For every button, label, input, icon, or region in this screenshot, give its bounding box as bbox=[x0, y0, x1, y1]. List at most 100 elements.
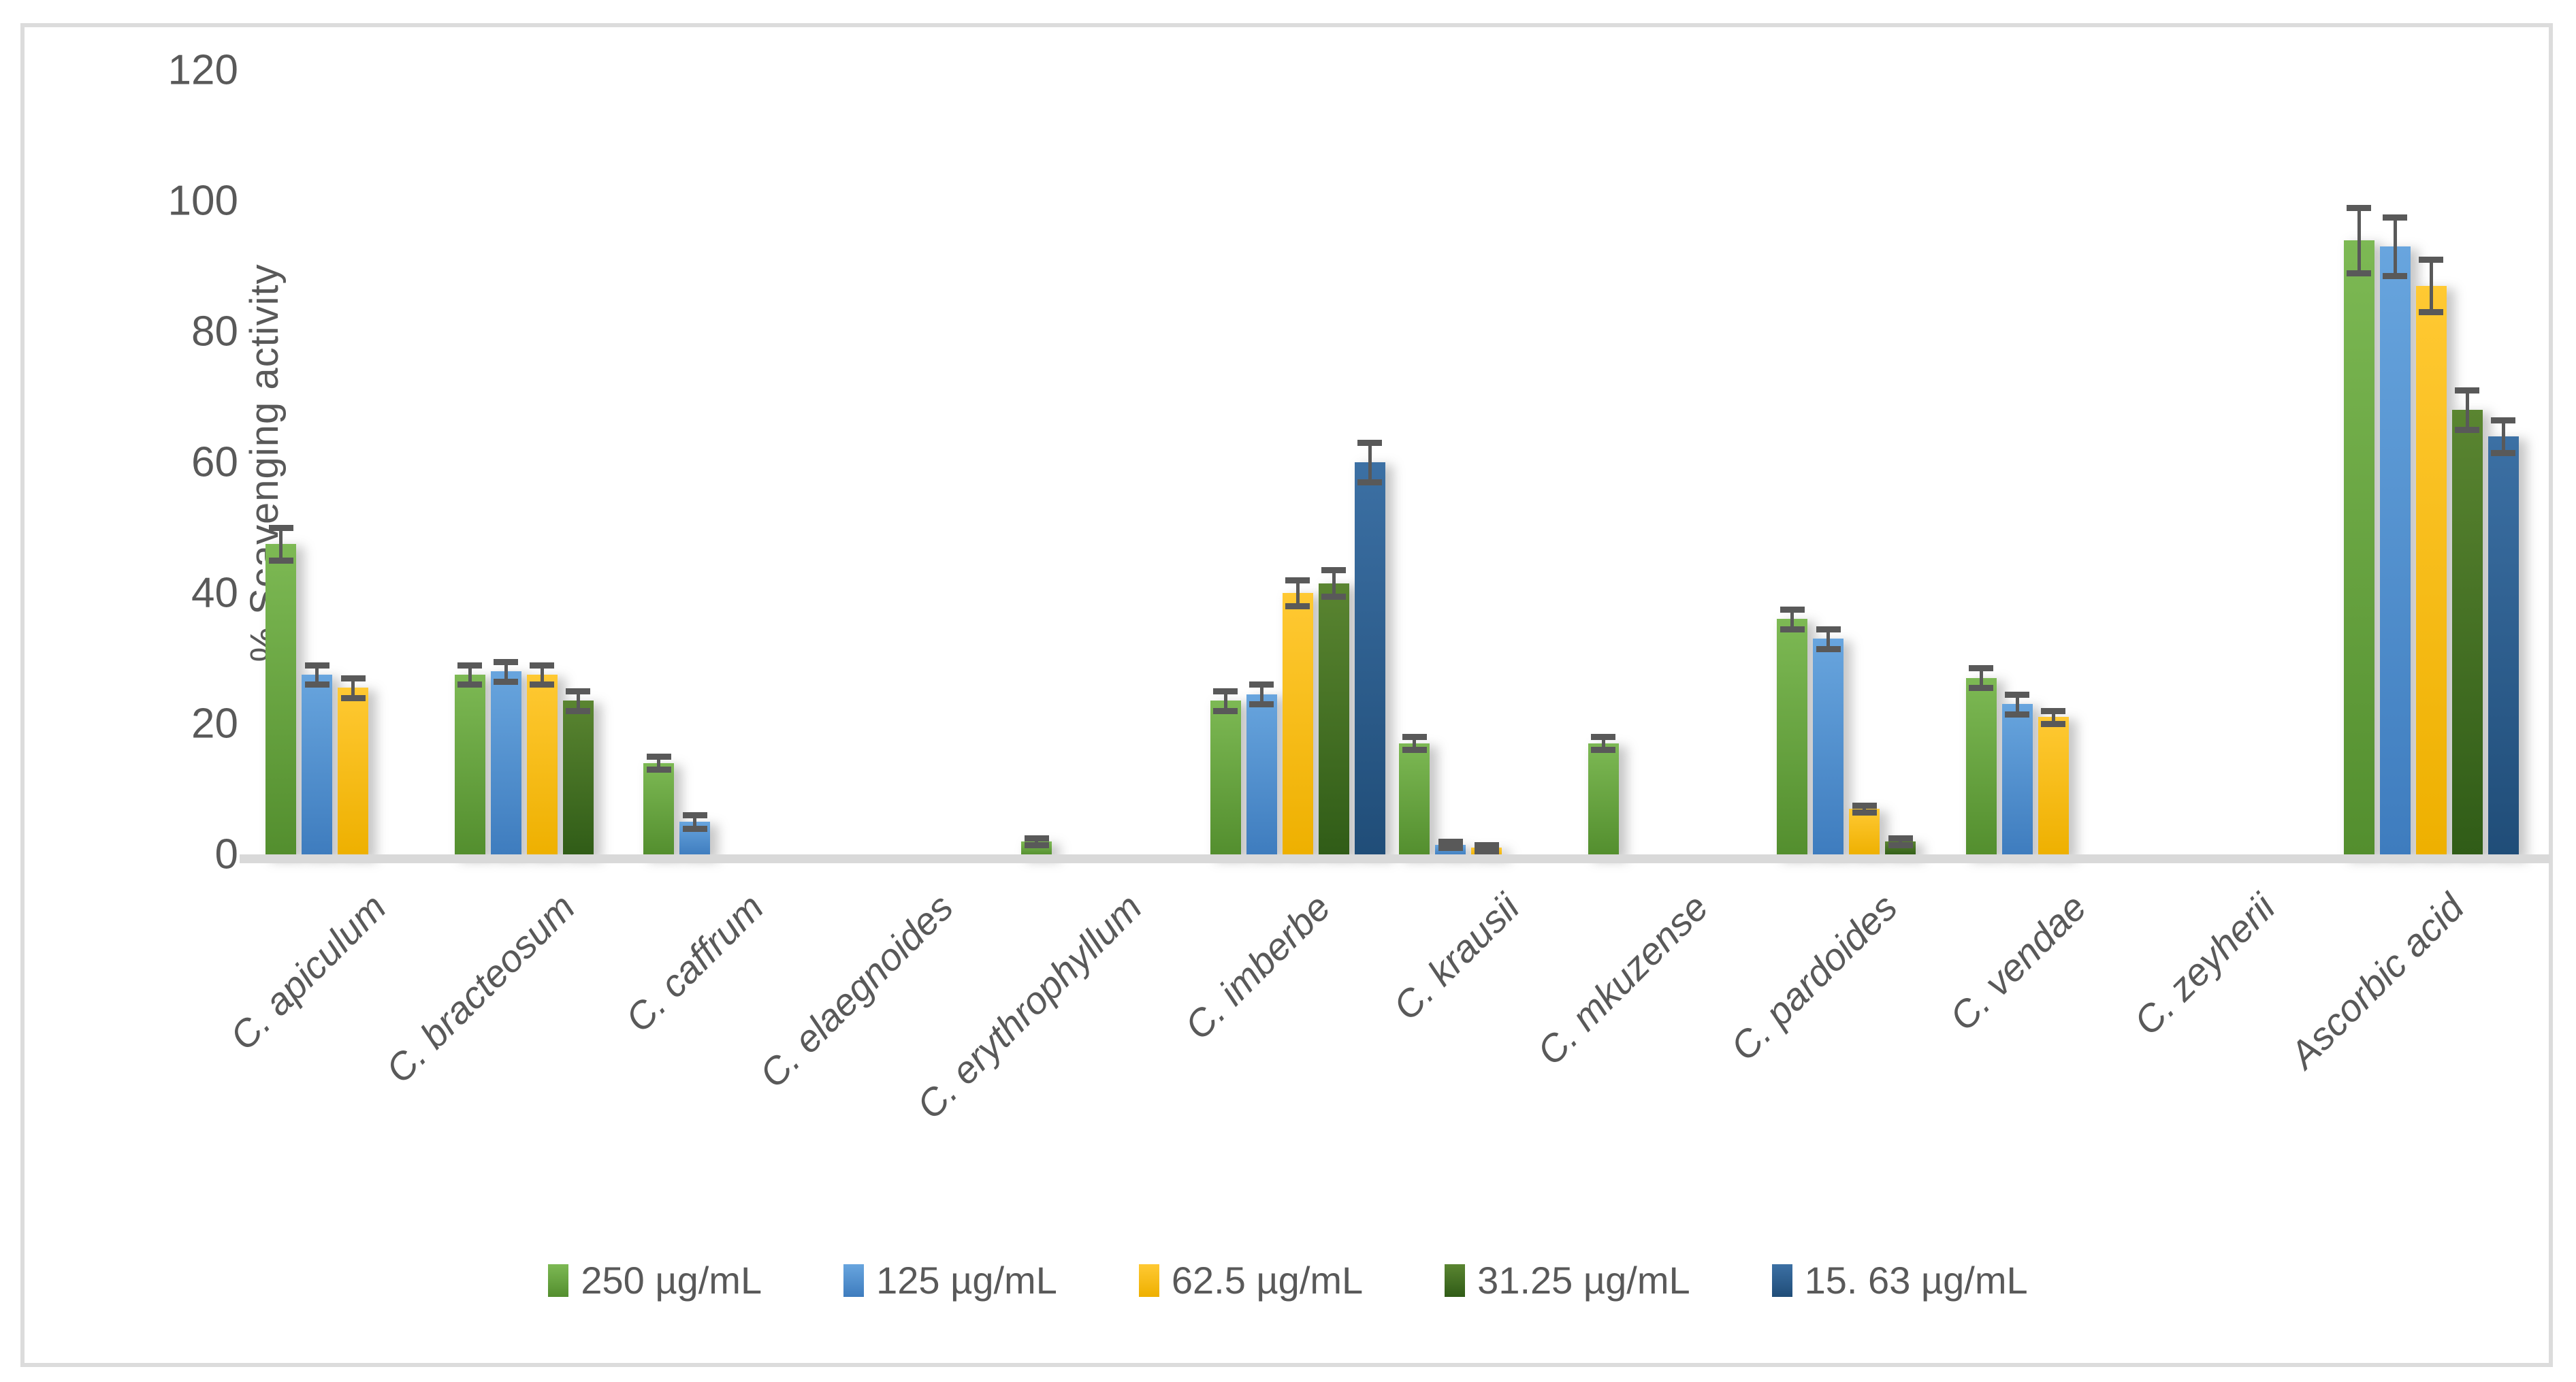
error-cap-low-c-bracteosum-125-g-ml bbox=[494, 678, 519, 685]
error-bar-c-apiculum-62-5-g-ml bbox=[351, 677, 355, 698]
legend-swatch-250-g-ml bbox=[548, 1264, 569, 1297]
y-tick-0: 0 bbox=[214, 831, 238, 878]
bar-c-imberbe-62-5-g-ml bbox=[1282, 593, 1313, 856]
error-bar-c-imberbe-125-g-ml bbox=[1259, 684, 1263, 705]
bar-ascorbic-acid-62-5-g-ml bbox=[2415, 285, 2447, 856]
bar-c-apiculum-250-g-ml bbox=[265, 544, 297, 856]
error-cap-low-c-vendae-62-5-g-ml bbox=[2041, 721, 2066, 727]
error-cap-high-c-apiculum-250-g-ml bbox=[268, 525, 293, 531]
error-cap-high-c-bracteosum-62-5-g-ml bbox=[530, 662, 555, 669]
error-cap-low-ascorbic-acid-31-25-g-ml bbox=[2455, 427, 2480, 433]
bar-c-apiculum-125-g-ml bbox=[302, 675, 333, 856]
error-bar-c-apiculum-250-g-ml bbox=[279, 528, 283, 560]
error-bar-c-vendae-62-5-g-ml bbox=[2051, 710, 2055, 724]
error-cap-low-c-imberbe-31-25-g-ml bbox=[1321, 593, 1347, 600]
error-cap-low-c-pardoides-250-g-ml bbox=[1780, 626, 1805, 632]
bar-c-pardoides-62-5-g-ml bbox=[1849, 808, 1880, 856]
bar-ascorbic-acid-250-g-ml bbox=[2343, 240, 2374, 856]
y-tick-60: 60 bbox=[191, 438, 238, 486]
legend-label-62-5-g-ml: 62.5 µg/mL bbox=[1171, 1259, 1364, 1302]
error-cap-high-c-bracteosum-125-g-ml bbox=[494, 658, 519, 665]
error-cap-low-c-vendae-125-g-ml bbox=[2005, 711, 2030, 718]
error-cap-high-ascorbic-acid-31-25-g-ml bbox=[2455, 387, 2480, 394]
error-bar-c-imberbe-250-g-ml bbox=[1223, 691, 1227, 711]
error-cap-low-c-imberbe-125-g-ml bbox=[1249, 701, 1274, 708]
error-bar-ascorbic-acid-250-g-ml bbox=[2357, 207, 2361, 273]
error-cap-low-c-caffrum-125-g-ml bbox=[682, 825, 707, 832]
error-cap-high-c-pardoides-250-g-ml bbox=[1780, 607, 1805, 613]
error-cap-high-ascorbic-acid-250-g-ml bbox=[2347, 204, 2372, 211]
legend-item-62-5-g-ml: 62.5 µg/mL bbox=[1138, 1258, 1364, 1302]
error-cap-high-c-erythrophyllum-250-g-ml bbox=[1024, 835, 1049, 841]
bar-c-bracteosum-125-g-ml bbox=[490, 671, 521, 856]
error-cap-low-ascorbic-acid-15-63-g-ml bbox=[2491, 449, 2516, 456]
legend-label-125-g-ml: 125 µg/mL bbox=[876, 1259, 1057, 1302]
y-tick-80: 80 bbox=[191, 308, 238, 355]
legend-swatch-15-63-g-ml bbox=[1771, 1264, 1792, 1297]
error-cap-low-c-apiculum-250-g-ml bbox=[268, 558, 293, 564]
error-cap-high-ascorbic-acid-62-5-g-ml bbox=[2419, 257, 2444, 263]
bar-c-imberbe-125-g-ml bbox=[1246, 694, 1277, 856]
error-cap-high-c-bracteosum-31-25-g-ml bbox=[566, 688, 591, 694]
error-cap-high-c-bracteosum-250-g-ml bbox=[457, 662, 483, 669]
error-bar-c-krausii-250-g-ml bbox=[1413, 737, 1417, 750]
legend-label-250-g-ml: 250 µg/mL bbox=[581, 1259, 762, 1302]
error-cap-high-c-imberbe-125-g-ml bbox=[1249, 681, 1274, 688]
error-cap-high-c-caffrum-125-g-ml bbox=[682, 812, 707, 819]
legend-swatch-62-5-g-ml bbox=[1138, 1264, 1159, 1297]
error-cap-high-c-pardoides-62-5-g-ml bbox=[1852, 803, 1877, 809]
legend-swatch-125-g-ml bbox=[843, 1264, 865, 1297]
error-bar-c-bracteosum-250-g-ml bbox=[468, 664, 472, 685]
error-cap-low-c-imberbe-62-5-g-ml bbox=[1285, 603, 1310, 610]
error-cap-high-c-pardoides-125-g-ml bbox=[1816, 626, 1841, 632]
error-bar-c-bracteosum-31-25-g-ml bbox=[576, 691, 580, 711]
legend-item-15-63-g-ml: 15. 63 µg/mL bbox=[1771, 1258, 2028, 1302]
error-cap-low-c-imberbe-15-63-g-ml bbox=[1357, 479, 1383, 485]
error-cap-low-c-krausii-125-g-ml bbox=[1438, 845, 1463, 852]
error-cap-low-c-pardoides-31-25-g-ml bbox=[1888, 841, 1913, 848]
y-tick-20: 20 bbox=[191, 700, 238, 748]
error-cap-low-c-krausii-62-5-g-ml bbox=[1474, 848, 1499, 855]
error-bar-ascorbic-acid-125-g-ml bbox=[2393, 217, 2397, 276]
error-bar-c-caffrum-125-g-ml bbox=[693, 815, 697, 829]
error-bar-ascorbic-acid-15-63-g-ml bbox=[2501, 419, 2505, 453]
error-cap-high-c-imberbe-250-g-ml bbox=[1213, 688, 1238, 694]
bar-c-apiculum-62-5-g-ml bbox=[338, 688, 369, 856]
bar-c-bracteosum-250-g-ml bbox=[454, 675, 485, 856]
bar-c-mkuzense-250-g-ml bbox=[1588, 743, 1619, 856]
x-axis-line bbox=[240, 854, 2550, 863]
error-cap-high-c-pardoides-31-25-g-ml bbox=[1888, 835, 1913, 841]
error-bar-c-apiculum-125-g-ml bbox=[315, 664, 319, 685]
error-bar-ascorbic-acid-62-5-g-ml bbox=[2429, 259, 2433, 312]
error-cap-low-ascorbic-acid-250-g-ml bbox=[2347, 270, 2372, 276]
legend-swatch-31-25-g-ml bbox=[1445, 1264, 1466, 1297]
error-bar-c-vendae-250-g-ml bbox=[1979, 668, 1983, 688]
error-cap-high-c-apiculum-125-g-ml bbox=[304, 662, 329, 669]
error-bar-c-vendae-125-g-ml bbox=[2015, 694, 2019, 714]
legend-item-125-g-ml: 125 µg/mL bbox=[843, 1258, 1057, 1302]
legend-item-250-g-ml: 250 µg/mL bbox=[548, 1258, 762, 1302]
error-cap-high-c-vendae-62-5-g-ml bbox=[2041, 707, 2066, 714]
error-cap-high-c-krausii-62-5-g-ml bbox=[1474, 841, 1499, 848]
error-cap-low-c-caffrum-250-g-ml bbox=[646, 767, 671, 773]
bar-c-bracteosum-31-25-g-ml bbox=[562, 701, 594, 856]
error-cap-high-c-krausii-125-g-ml bbox=[1438, 838, 1463, 845]
bar-ascorbic-acid-15-63-g-ml bbox=[2488, 436, 2519, 856]
error-bar-ascorbic-acid-31-25-g-ml bbox=[2465, 390, 2469, 430]
error-cap-low-c-bracteosum-62-5-g-ml bbox=[530, 681, 555, 688]
error-cap-low-c-apiculum-62-5-g-ml bbox=[340, 694, 366, 701]
error-cap-low-c-pardoides-125-g-ml bbox=[1816, 645, 1841, 652]
error-bar-c-pardoides-125-g-ml bbox=[1826, 628, 1831, 649]
error-cap-high-c-caffrum-250-g-ml bbox=[646, 754, 671, 760]
error-bar-c-imberbe-62-5-g-ml bbox=[1295, 579, 1300, 607]
error-cap-high-c-krausii-250-g-ml bbox=[1402, 734, 1427, 741]
legend-label-15-63-g-ml: 15. 63 µg/mL bbox=[1804, 1259, 2028, 1302]
error-bar-c-bracteosum-125-g-ml bbox=[504, 661, 508, 681]
error-cap-high-c-imberbe-62-5-g-ml bbox=[1285, 577, 1310, 583]
bar-c-imberbe-31-25-g-ml bbox=[1318, 583, 1349, 856]
y-tick-100: 100 bbox=[167, 177, 238, 225]
bar-c-vendae-250-g-ml bbox=[1965, 677, 1997, 856]
error-bar-c-pardoides-250-g-ml bbox=[1790, 609, 1794, 629]
error-cap-low-c-erythrophyllum-250-g-ml bbox=[1024, 841, 1049, 848]
bar-c-pardoides-125-g-ml bbox=[1813, 639, 1844, 856]
